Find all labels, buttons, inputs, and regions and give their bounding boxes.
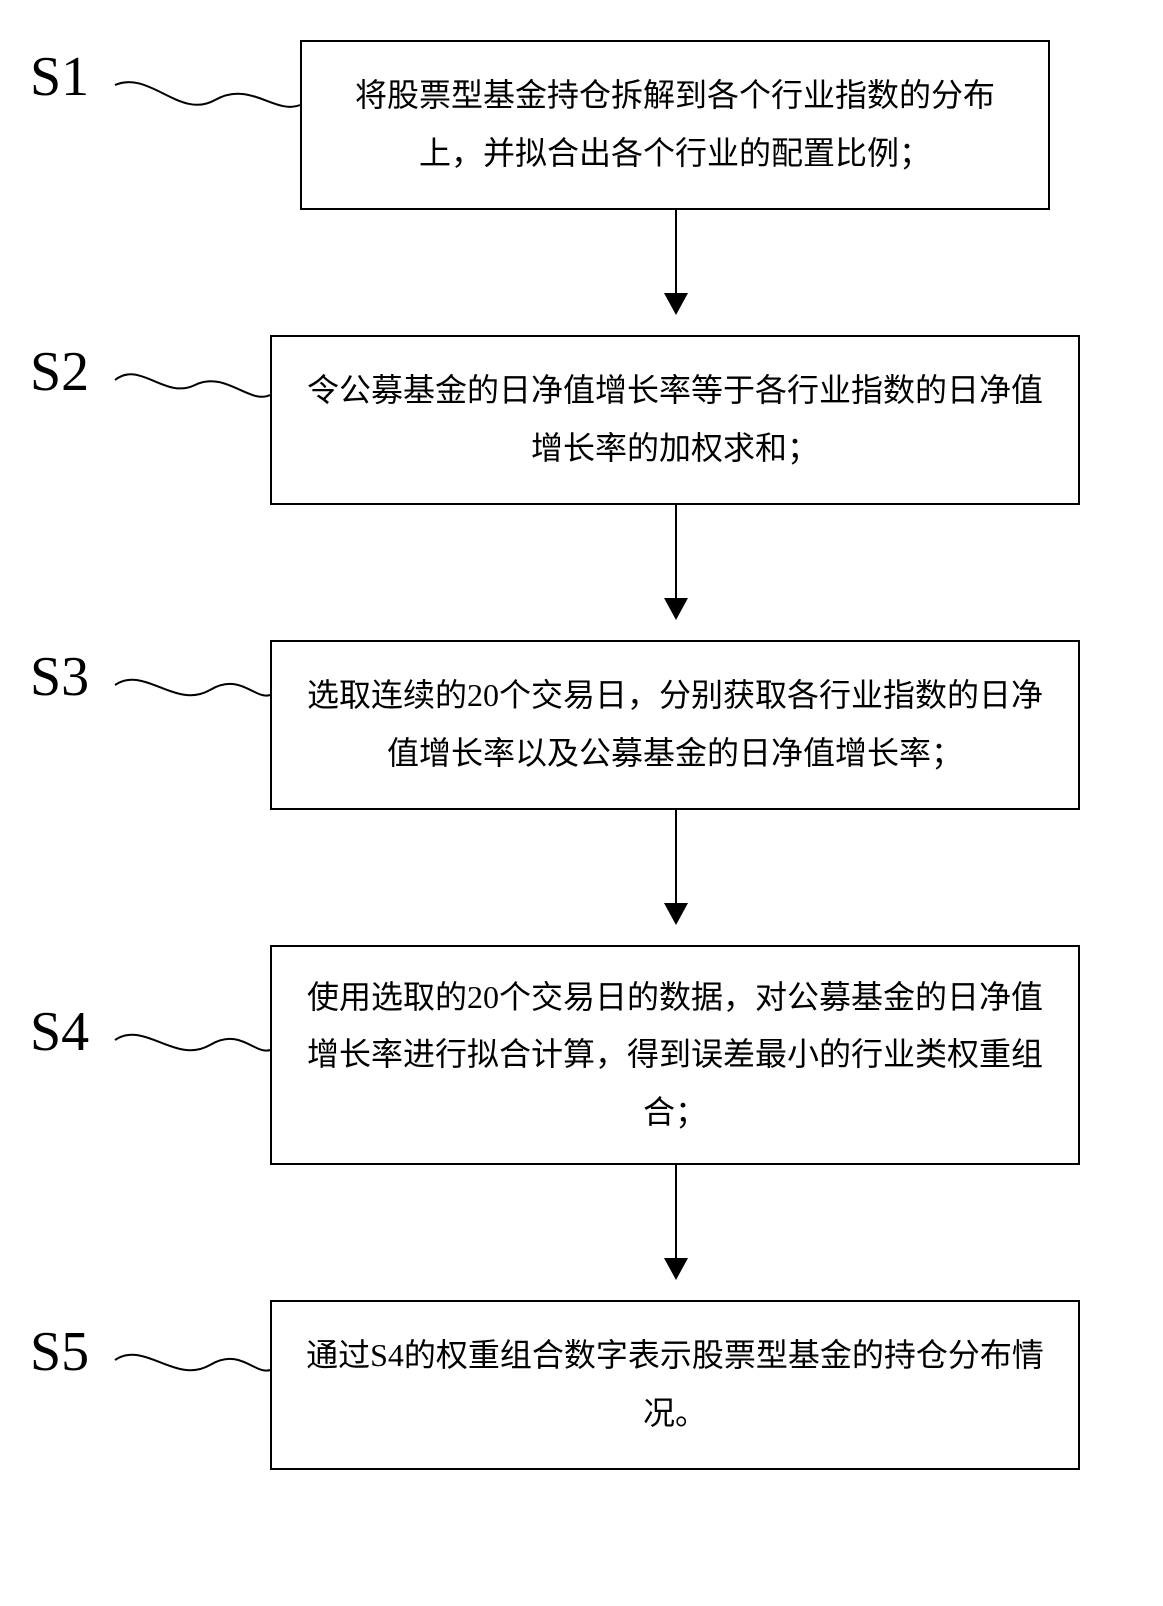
step-text: 令公募基金的日净值增长率等于各行业指数的日净值增长率的加权求和； <box>302 362 1048 477</box>
step-text: 选取连续的20个交易日，分别获取各行业指数的日净值增长率以及公募基金的日净值增长… <box>302 667 1048 782</box>
arrow-s2-s3 <box>675 505 677 618</box>
arrow-s1-s2 <box>675 210 677 313</box>
arrow-s3-s4 <box>675 810 677 923</box>
step-text: 使用选取的20个交易日的数据，对公募基金的日净值增长率进行拟合计算，得到误差最小… <box>302 969 1048 1142</box>
arrow-s4-s5 <box>675 1165 677 1278</box>
flowchart-container: S1 将股票型基金持仓拆解到各个行业指数的分布上，并拟合出各个行业的配置比例； … <box>0 0 1163 1606</box>
step-box-s3: 选取连续的20个交易日，分别获取各行业指数的日净值增长率以及公募基金的日净值增长… <box>270 640 1080 810</box>
step-box-s2: 令公募基金的日净值增长率等于各行业指数的日净值增长率的加权求和； <box>270 335 1080 505</box>
step-box-s1: 将股票型基金持仓拆解到各个行业指数的分布上，并拟合出各个行业的配置比例； <box>300 40 1050 210</box>
step-box-s4: 使用选取的20个交易日的数据，对公募基金的日净值增长率进行拟合计算，得到误差最小… <box>270 945 1080 1165</box>
step-text: 通过S4的权重组合数字表示股票型基金的持仓分布情况。 <box>302 1327 1048 1442</box>
step-text: 将股票型基金持仓拆解到各个行业指数的分布上，并拟合出各个行业的配置比例； <box>332 67 1018 182</box>
step-box-s5: 通过S4的权重组合数字表示股票型基金的持仓分布情况。 <box>270 1300 1080 1470</box>
wavy-connector-s5 <box>0 0 280 1400</box>
